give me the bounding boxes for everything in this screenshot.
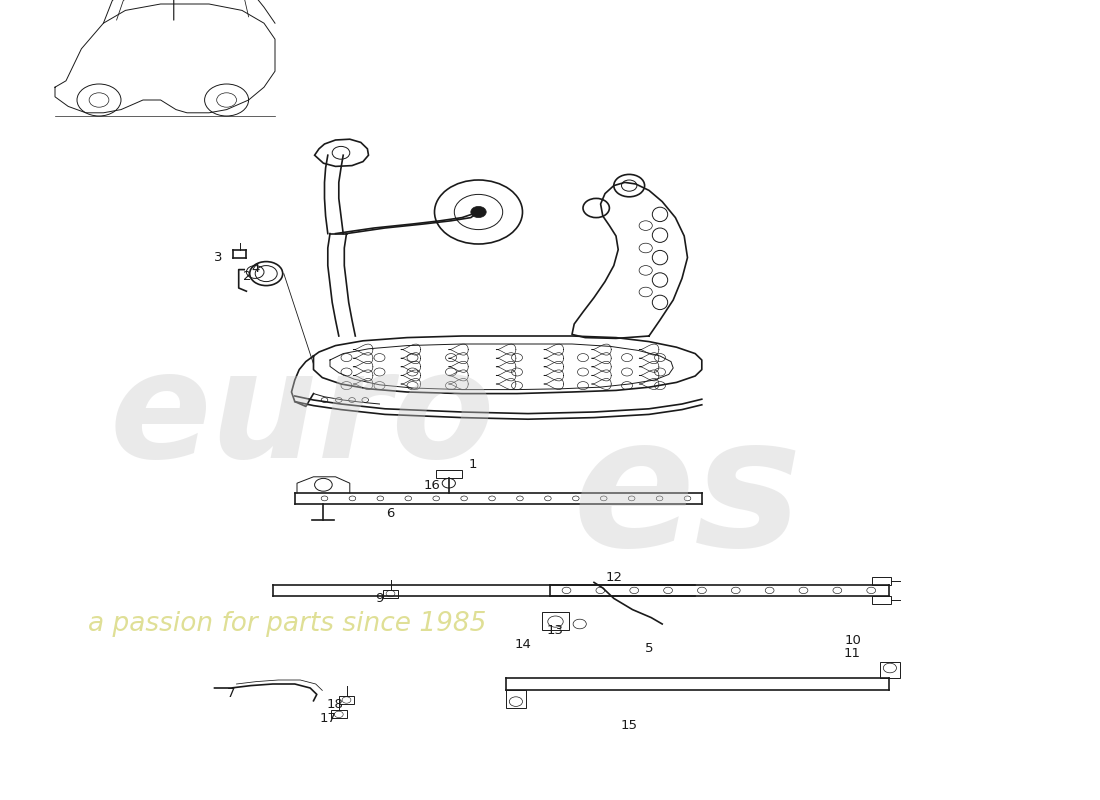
Text: 17: 17 [319, 712, 337, 725]
Text: euro: euro [110, 343, 495, 489]
Text: 1: 1 [469, 458, 477, 470]
Text: 3: 3 [213, 251, 222, 264]
Text: 12: 12 [605, 571, 623, 584]
Text: 10: 10 [844, 634, 861, 646]
Circle shape [471, 206, 486, 218]
Text: 6: 6 [386, 507, 395, 520]
Text: 11: 11 [844, 647, 861, 660]
Text: 13: 13 [547, 624, 564, 637]
Text: 16: 16 [424, 479, 441, 492]
Text: 4: 4 [251, 262, 260, 274]
Text: a passion for parts since 1985: a passion for parts since 1985 [88, 611, 486, 637]
Text: es: es [572, 408, 802, 584]
Text: 15: 15 [620, 719, 638, 732]
Text: 5: 5 [645, 642, 653, 654]
Text: 9: 9 [375, 592, 384, 605]
Text: 7: 7 [227, 687, 235, 700]
Text: 2: 2 [243, 270, 252, 282]
Text: 14: 14 [514, 638, 531, 650]
Text: 18: 18 [327, 698, 344, 710]
